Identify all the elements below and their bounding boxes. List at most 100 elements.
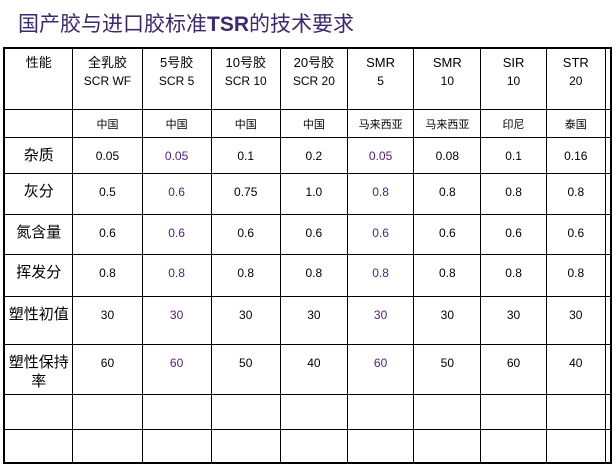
value-cell: 40 [279, 343, 348, 395]
empty-cell [210, 393, 281, 430]
value-cell: 50 [413, 343, 482, 395]
value-cell: 0.8 [480, 172, 547, 215]
table-row: 塑性初值 30 30 30 30 30 30 30 30 [3, 295, 612, 345]
empty-cell [605, 428, 612, 464]
column-header: 20号胶 SCR 20 [279, 47, 348, 110]
row-label: 塑性保持率 [3, 343, 74, 395]
empty-cell [605, 172, 612, 215]
value-cell: 30 [72, 295, 143, 345]
row-label: 氮含量 [3, 213, 74, 255]
table-row: 杂质 0.05 0.05 0.1 0.2 0.05 0.08 0.1 0.16 [3, 136, 612, 174]
value-cell: 0.8 [545, 172, 607, 215]
value-cell: 30 [413, 295, 482, 345]
value-cell: 0.6 [210, 213, 281, 255]
empty-row [3, 428, 612, 464]
column-header: 全乳胶 SCR WF [72, 47, 143, 110]
column-name: SMR [432, 55, 462, 70]
column-header: STR 20 [545, 47, 607, 110]
column-name: SIR [502, 55, 525, 70]
value-cell: 30 [210, 295, 281, 345]
column-grade: SCR 10 [224, 74, 267, 88]
title-suffix: 的技术要求 [249, 12, 354, 36]
empty-cell [605, 393, 612, 430]
table-row: 塑性保持率 60 60 50 40 60 50 60 40 [3, 343, 612, 395]
table-row: 灰分 0.5 0.6 0.75 1.0 0.8 0.8 0.8 0.8 [3, 172, 612, 215]
value-cell: 0.6 [72, 213, 143, 255]
row-label: 挥发分 [3, 253, 74, 297]
table-row: 氮含量 0.6 0.6 0.6 0.6 0.6 0.6 0.6 0.6 [3, 213, 612, 255]
empty-cell [279, 428, 348, 464]
column-grade: 10 [440, 74, 455, 88]
country-cell: 中国 [279, 108, 348, 138]
value-cell: 0.8 [545, 253, 607, 297]
empty-cell [545, 428, 607, 464]
empty-cell [72, 393, 143, 430]
value-cell: 0.6 [545, 213, 607, 255]
column-name: STR [562, 55, 589, 70]
column-grade: SCR 20 [292, 74, 335, 88]
column-header: 5号胶 SCR 5 [141, 47, 212, 110]
empty-cell [605, 136, 612, 174]
row-label: 塑性初值 [3, 295, 74, 345]
empty-cell [605, 295, 612, 345]
country-cell: 马来西亚 [413, 108, 482, 138]
value-cell: 60 [141, 343, 212, 395]
column-name: 5号胶 [159, 55, 194, 70]
country-cell: 泰国 [545, 108, 607, 138]
empty-cell [210, 428, 281, 464]
value-cell: 0.6 [346, 213, 415, 255]
value-cell: 0.05 [346, 136, 415, 174]
value-cell: 0.8 [141, 253, 212, 297]
value-cell: 0.8 [480, 253, 547, 297]
empty-cell [413, 393, 482, 430]
empty-cell [545, 393, 607, 430]
country-cell: 中国 [72, 108, 143, 138]
empty-cell [480, 393, 547, 430]
empty-cell [605, 47, 612, 110]
country-cell: 中国 [210, 108, 281, 138]
value-cell: 0.08 [413, 136, 482, 174]
value-cell: 1.0 [279, 172, 348, 215]
column-grade: SCR WF [83, 74, 132, 88]
value-cell: 60 [346, 343, 415, 395]
slide-title: 国产胶与进口胶标准TSR的技术要求 [18, 8, 354, 38]
value-cell: 50 [210, 343, 281, 395]
column-name: 全乳胶 [87, 55, 127, 70]
column-name: 20号胶 [293, 55, 335, 70]
header-row: 性能 全乳胶 SCR WF 5号胶 SCR 5 10号胶 SCR 10 20号胶 SCR 20 S… [3, 47, 612, 110]
column-grade: 5 [377, 74, 384, 88]
value-cell: 0.6 [279, 213, 348, 255]
country-cell: 中国 [141, 108, 212, 138]
empty-row [3, 393, 612, 430]
value-cell: 0.6 [141, 172, 212, 215]
empty-cell [346, 393, 415, 430]
country-cell: 印尼 [480, 108, 547, 138]
column-header: SMR 10 [413, 47, 482, 110]
column-grade: SCR 5 [158, 74, 195, 88]
value-cell: 0.16 [545, 136, 607, 174]
value-cell: 30 [346, 295, 415, 345]
row-label: 灰分 [3, 172, 74, 215]
value-cell: 30 [480, 295, 547, 345]
column-name: 10号胶 [225, 55, 266, 70]
country-cell: 马来西亚 [346, 108, 415, 138]
column-name: SMR [366, 55, 396, 70]
value-cell: 60 [72, 343, 143, 395]
value-cell: 0.8 [210, 253, 281, 297]
empty-cell [3, 393, 74, 430]
empty-cell [605, 108, 612, 138]
value-cell: 0.5 [72, 172, 143, 215]
value-cell: 30 [545, 295, 607, 345]
empty-cell [413, 428, 482, 464]
column-grade: 20 [569, 74, 583, 88]
table-row: 挥发分 0.8 0.8 0.8 0.8 0.8 0.8 0.8 0.8 [3, 253, 612, 297]
value-cell: 0.1 [480, 136, 547, 174]
value-cell: 0.6 [480, 213, 547, 255]
value-cell: 0.8 [346, 253, 415, 297]
column-header: 10号胶 SCR 10 [210, 47, 281, 110]
row-label: 杂质 [3, 136, 74, 174]
value-cell: 0.6 [413, 213, 482, 255]
empty-cell [72, 428, 143, 464]
tsr-spec-table: 性能 全乳胶 SCR WF 5号胶 SCR 5 10号胶 SCR 10 20号胶 SCR 20 S… [3, 47, 612, 464]
column-grade: 10 [506, 74, 521, 88]
